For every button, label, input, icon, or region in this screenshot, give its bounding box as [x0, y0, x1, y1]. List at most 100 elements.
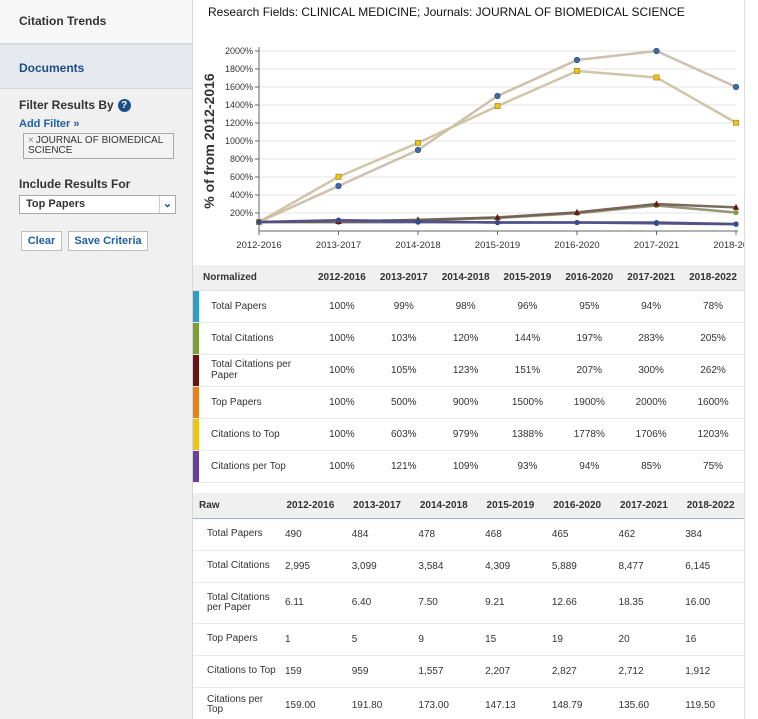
table-cell: 9	[410, 623, 478, 656]
table-cell: 100%	[311, 354, 373, 387]
y-tick-label: 1600%	[225, 82, 253, 92]
table-cell: 5,889	[543, 550, 611, 583]
add-filter-link[interactable]: Add Filter »	[19, 118, 80, 130]
series-point	[494, 213, 501, 220]
table-cell: 384	[677, 518, 744, 551]
series-color-swatch	[193, 322, 199, 354]
table-cell: 484	[343, 518, 411, 551]
series-point	[733, 119, 739, 126]
table-row: Total Citations 2,995 3,099 3,584 4,309 5,889…	[193, 550, 744, 583]
x-tick-label: 2012-2016	[236, 240, 281, 251]
table-row: Citations per Top 100% 121% 109% 93% 94% 85% 75…	[193, 450, 744, 483]
series-point	[494, 103, 501, 109]
row-label: Total Papers	[193, 518, 277, 551]
x-tick-label: 2015-2019	[475, 240, 520, 251]
row-label: Citations per Top	[193, 450, 311, 483]
row-label: Total Papers	[193, 290, 311, 323]
table-cell: 103%	[372, 322, 435, 355]
remove-filter-icon[interactable]: ×	[28, 135, 34, 146]
table-cell: 262%	[682, 354, 744, 387]
chevron-down-icon[interactable]: ⌄	[159, 196, 175, 213]
column-header: 2014-2018	[410, 493, 478, 519]
row-label: Citations to Top	[193, 655, 277, 688]
series-point	[494, 92, 501, 100]
table-cell: 93%	[496, 450, 559, 483]
table-cell: 78%	[682, 290, 744, 323]
save-criteria-button[interactable]: Save Criteria	[68, 231, 148, 251]
table-cell: 20	[610, 623, 678, 656]
table-cell: 96%	[496, 290, 559, 323]
citation-trend-chart: 200% 400% 600% 800% 1000% 1200% 1400% 1600% 1800…	[201, 46, 744, 251]
column-header: 2012-2016	[311, 265, 373, 291]
table-cell: 6.40	[343, 582, 411, 624]
y-tick-label: 1400%	[225, 100, 253, 110]
table-cell: 100%	[311, 322, 373, 355]
table-cell: 19	[543, 623, 611, 656]
help-icon[interactable]: ?	[117, 98, 131, 112]
row-label: Top Papers	[193, 386, 311, 419]
table-cell: 979%	[434, 418, 497, 451]
series-color-swatch	[193, 418, 199, 450]
table-row: Total Papers 490 484 478 468 465 462 384	[193, 518, 744, 551]
series-line	[258, 49, 737, 224]
column-header: 2014-2018	[434, 265, 497, 291]
normalized-table: Normalized 2012-2016 2013-2017 2014-2018 201…	[193, 265, 744, 483]
table-cell: 120%	[434, 322, 497, 355]
table-cell: 462	[610, 518, 678, 551]
clear-button[interactable]: Clear	[21, 231, 62, 251]
column-header: 2017-2021	[610, 493, 678, 519]
table-row: Total Citations 100% 103% 120% 144% 197% 283% 2…	[193, 322, 744, 355]
column-header: 2016-2020	[558, 265, 621, 291]
filter-results-label: Filter Results By	[19, 98, 114, 112]
table-cell: 98%	[434, 290, 497, 323]
table-row: Total Citations per Paper 100% 105% 123% 151…	[193, 354, 744, 387]
x-tick-label: 2017-2021	[634, 240, 679, 251]
filter-chip: × JOURNAL OF BIOMEDICAL SCIENCE	[23, 133, 174, 159]
table-cell: 1706%	[620, 418, 683, 451]
nav-documents[interactable]: Documents	[0, 44, 192, 89]
column-header: 2012-2016	[277, 493, 344, 519]
column-header: 2015-2019	[496, 265, 559, 291]
table-cell: 1900%	[558, 386, 621, 419]
table-cell: 100%	[311, 418, 373, 451]
table-cell: 148.79	[543, 687, 611, 719]
table-cell: 123%	[434, 354, 497, 387]
table-cell: 2,207	[477, 655, 544, 688]
table-cell: 207%	[558, 354, 621, 387]
series-color-swatch	[193, 386, 199, 418]
table-cell: 12.66	[543, 582, 611, 624]
table-cell: 100%	[311, 450, 373, 483]
series-point	[653, 47, 660, 55]
row-label: Citations to Top	[193, 418, 311, 451]
table-cell: 1,912	[677, 655, 744, 688]
main-panel: Research Fields: CLINICAL MEDICINE; Jour…	[193, 0, 744, 719]
nav-citation-trends[interactable]: Citation Trends	[0, 0, 192, 44]
table-cell: 99%	[372, 290, 435, 323]
table-cell: 478	[410, 518, 478, 551]
row-label: Total Citations per Paper	[193, 582, 277, 624]
table-cell: 16.00	[677, 582, 744, 624]
table-cell: 959	[343, 655, 411, 688]
column-header: 2013-2017	[343, 493, 411, 519]
table-cell: 16	[677, 623, 744, 656]
table-cell: 94%	[558, 450, 621, 483]
table-cell: 147.13	[477, 687, 544, 719]
row-label: Total Citations	[193, 550, 277, 583]
include-results-select[interactable]: Top Papers ⌄	[19, 195, 176, 214]
series-point	[335, 173, 342, 180]
table-row: Total Papers 100% 99% 98% 96% 95% 94% 78%	[193, 290, 744, 323]
table-cell: 1778%	[558, 418, 621, 451]
series-color-swatch	[193, 450, 199, 482]
column-header: 2015-2019	[477, 493, 544, 519]
table-cell: 119.50	[677, 687, 744, 719]
table-cell: 109%	[434, 450, 497, 483]
series-point	[653, 74, 660, 81]
sidebar: Citation Trends Documents Filter Results…	[0, 0, 193, 719]
table-cell: 2,995	[277, 550, 344, 583]
column-header: 2018-2022	[682, 265, 744, 291]
table-cell: 2,712	[610, 655, 678, 688]
series-point	[732, 83, 740, 91]
table-row: Top Papers 1 5 9 15 19 20 16	[193, 623, 744, 656]
table-cell: 7.50	[410, 582, 478, 624]
x-tick-label: 2013-2017	[316, 240, 361, 251]
